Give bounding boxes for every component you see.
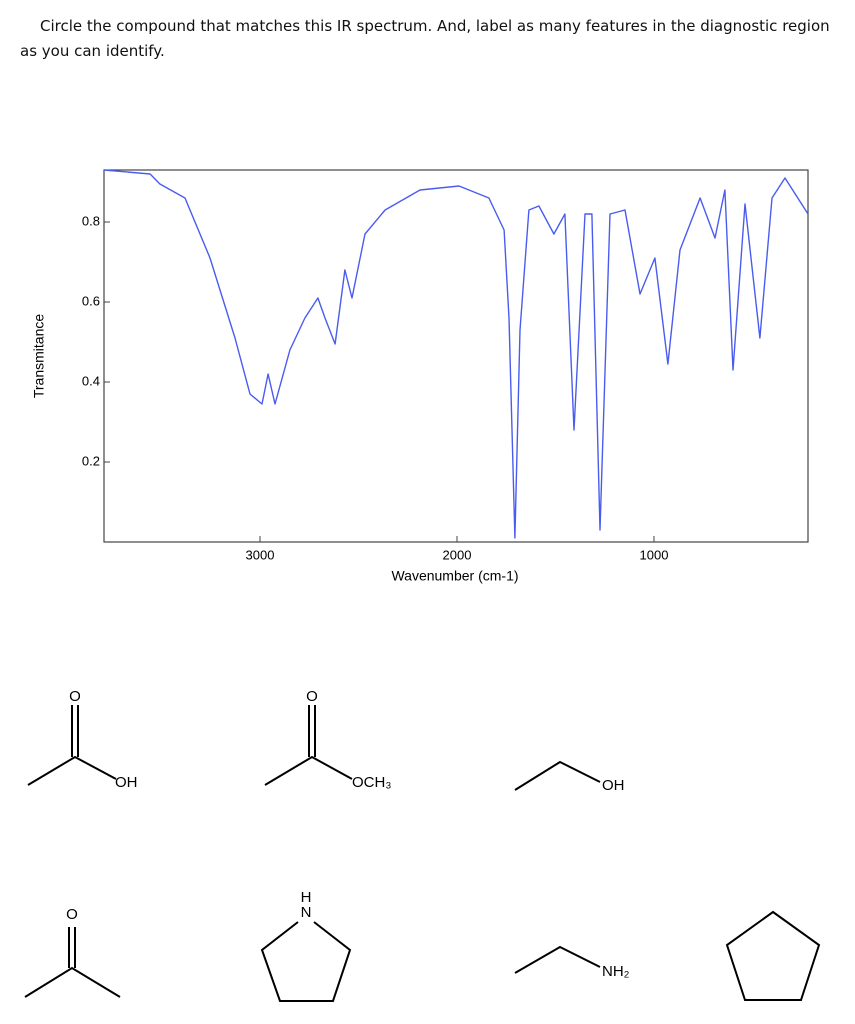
y-tick-label: 0.8 — [82, 213, 100, 228]
plot-frame — [103, 169, 809, 543]
x-tick-label: 1000 — [640, 547, 669, 562]
spectrum-line — [103, 169, 809, 539]
y-tick-label: 0.2 — [82, 453, 100, 468]
atom-label: OCH₃ — [352, 774, 391, 791]
atom-label: H — [301, 889, 312, 906]
y-tick-label: 0.4 — [82, 373, 100, 388]
bonds — [24, 927, 121, 998]
bonds — [264, 705, 353, 786]
bonds — [260, 921, 352, 1002]
atom-label: NH₂ — [602, 963, 630, 980]
structure: O — [24, 906, 121, 998]
bonds — [514, 945, 601, 974]
atom-label: O — [306, 688, 318, 705]
question: Circle the compound that matches this IR… — [20, 17, 830, 60]
plot: 3000 2000 1000 0.2 0.4 0.6 0.8 — [82, 169, 809, 562]
bonds — [27, 705, 117, 786]
structure: NH₂ — [514, 945, 630, 980]
atom-label: N — [301, 904, 312, 921]
atom-label: O — [69, 688, 81, 705]
structure — [725, 910, 821, 1001]
atom-label: OH — [602, 777, 625, 794]
x-tick-label: 3000 — [246, 547, 275, 562]
structure: H N — [260, 889, 352, 1002]
bonds — [514, 760, 601, 791]
structure: OH — [514, 760, 625, 794]
atom-label: O — [66, 906, 78, 923]
x-axis-label: Wavenumber (cm-1) — [391, 568, 518, 584]
x-tick-label: 2000 — [443, 547, 472, 562]
y-tick-label: 0.6 — [82, 293, 100, 308]
y-axis-label: Transmitance — [31, 314, 47, 399]
structure: O OH — [27, 688, 138, 791]
atom-label: OH — [115, 774, 138, 791]
structure: O OCH₃ — [264, 688, 391, 791]
